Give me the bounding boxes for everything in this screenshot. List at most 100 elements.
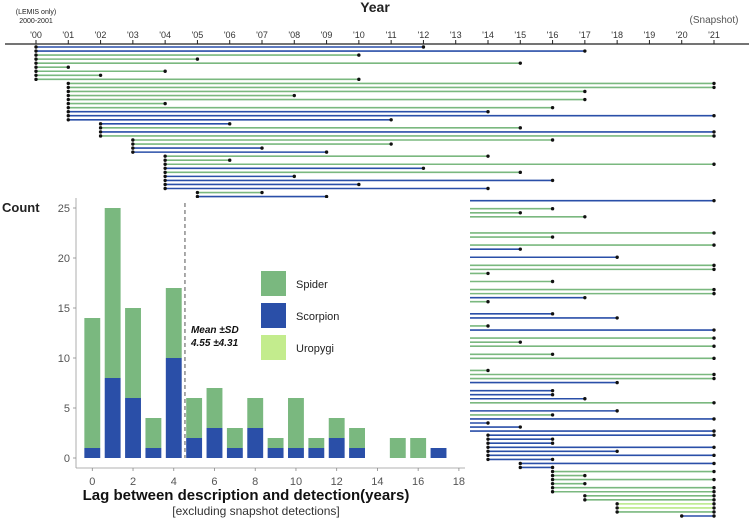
timeline-end-point xyxy=(712,514,716,518)
timeline-end-point xyxy=(292,93,296,98)
bar-spider xyxy=(349,428,366,448)
histogram-bars xyxy=(84,208,447,458)
bar-spider xyxy=(104,208,121,378)
legend-label-spider: Spider xyxy=(296,279,328,291)
timeline-end-point xyxy=(712,344,716,348)
timeline-end-point xyxy=(712,287,716,292)
timeline-end-point xyxy=(712,130,716,134)
bar-spider xyxy=(145,418,162,448)
timeline-tick-label: '07 xyxy=(256,30,268,40)
timeline-start-point xyxy=(550,477,555,482)
timeline-end-point xyxy=(163,101,167,106)
timeline-start-point xyxy=(163,174,167,179)
timeline-start-point xyxy=(486,433,490,437)
timeline-tick-label: '12 xyxy=(418,30,430,40)
timeline-end-point xyxy=(550,413,555,417)
timeline-start-point xyxy=(518,465,522,470)
bar-scorpion xyxy=(349,448,366,458)
timeline-tick-label: '03 xyxy=(127,30,139,40)
timeline-end-point xyxy=(486,186,490,191)
bar-spider xyxy=(328,418,345,438)
timeline-start-point xyxy=(518,461,522,466)
timeline-start-point xyxy=(680,514,684,518)
timeline-end-point xyxy=(324,194,329,199)
bar-spider xyxy=(410,438,427,458)
histogram-x-sublabel: [excluding snapshot detections] xyxy=(172,504,339,518)
timeline-start-point xyxy=(550,473,555,478)
timeline-tick-label: '18 xyxy=(611,30,623,40)
histogram-x-tick-label: 10 xyxy=(290,476,302,488)
timeline-end-point xyxy=(421,166,426,170)
timeline-start-point xyxy=(34,53,38,57)
mean-label: Mean ±SD xyxy=(191,325,239,336)
timeline-start-point xyxy=(98,130,103,134)
timeline-end-point xyxy=(228,122,232,126)
bar-scorpion xyxy=(104,378,121,458)
timeline-tick-label: '14 xyxy=(482,30,494,40)
timeline-end-point xyxy=(712,477,716,482)
timeline-end-point xyxy=(550,105,555,110)
bar-scorpion xyxy=(247,428,264,458)
timeline-start-point xyxy=(486,449,490,454)
histogram-y-label: Count xyxy=(2,200,40,215)
timeline-end-point xyxy=(712,453,716,458)
timeline-start-point xyxy=(34,57,38,61)
timeline-start-point xyxy=(66,118,70,122)
histogram-y-tick-label: 15 xyxy=(58,303,70,315)
timeline-start-point xyxy=(66,81,70,86)
timeline-start-point xyxy=(163,162,167,166)
bar-spider xyxy=(288,398,304,448)
timeline-start-point xyxy=(131,150,135,154)
timeline-start-point xyxy=(550,485,555,490)
timeline-tick-label: '21 xyxy=(708,30,720,40)
timeline-tick-label: '06 xyxy=(224,30,236,40)
timeline-end-point xyxy=(712,114,716,118)
histogram-y-tick-label: 20 xyxy=(58,253,70,265)
legend-swatch-spider xyxy=(261,271,286,296)
timeline-end-point xyxy=(712,231,716,235)
timeline-tick-label: '10 xyxy=(353,30,365,40)
timeline-end-point xyxy=(195,57,200,61)
timeline-end-point xyxy=(615,409,619,413)
timeline-tick-label: '04 xyxy=(159,30,171,40)
timeline-start-point xyxy=(550,490,555,494)
timeline-start-point xyxy=(34,49,38,53)
timeline-end-point xyxy=(712,291,716,296)
timeline-end-point xyxy=(550,235,555,239)
timeline-end-point xyxy=(712,267,716,272)
timeline-start-point xyxy=(195,190,200,195)
lemis-note-line-2: 2000-2001 xyxy=(19,18,53,25)
bar-scorpion xyxy=(186,438,203,458)
timeline-start-point xyxy=(550,481,555,486)
timeline-end-point xyxy=(421,45,426,49)
legend-label-scorpion: Scorpion xyxy=(296,311,339,323)
histogram-x-tick-label: 12 xyxy=(331,476,343,488)
histogram-x-label: Lag between description and detection(ye… xyxy=(83,487,410,504)
timeline-end-point xyxy=(583,481,587,486)
mean-value: 4.55 ±4.31 xyxy=(190,338,239,349)
timeline-end-point xyxy=(712,502,716,506)
bar-spider xyxy=(165,288,182,358)
histogram-y-tick-label: 10 xyxy=(58,353,70,365)
histogram-x-ticks: 0 2 4 6 8 10 12 14 16 18 xyxy=(89,468,465,488)
timeline-start-point xyxy=(163,182,167,187)
timeline-end-point xyxy=(583,397,587,401)
timeline-start-point xyxy=(486,437,490,441)
timeline-end-point xyxy=(712,243,716,247)
timeline-end-point xyxy=(712,85,716,90)
histogram-background xyxy=(15,198,470,518)
timeline-start-point xyxy=(163,166,167,170)
timeline-end-point xyxy=(66,65,70,69)
timeline-end-point xyxy=(486,368,490,373)
timeline-end-point xyxy=(712,469,716,474)
timeline-end-point xyxy=(550,312,555,316)
histogram-x-tick-label: 8 xyxy=(252,476,258,488)
timeline-end-point xyxy=(518,126,522,130)
bar-spider xyxy=(247,398,264,428)
timeline-end-point xyxy=(712,376,716,381)
legend-swatch-uropygi xyxy=(261,335,286,360)
timeline-end-point xyxy=(518,425,522,429)
timeline-end-point xyxy=(712,429,716,433)
histogram-x-tick-label: 18 xyxy=(453,476,465,488)
